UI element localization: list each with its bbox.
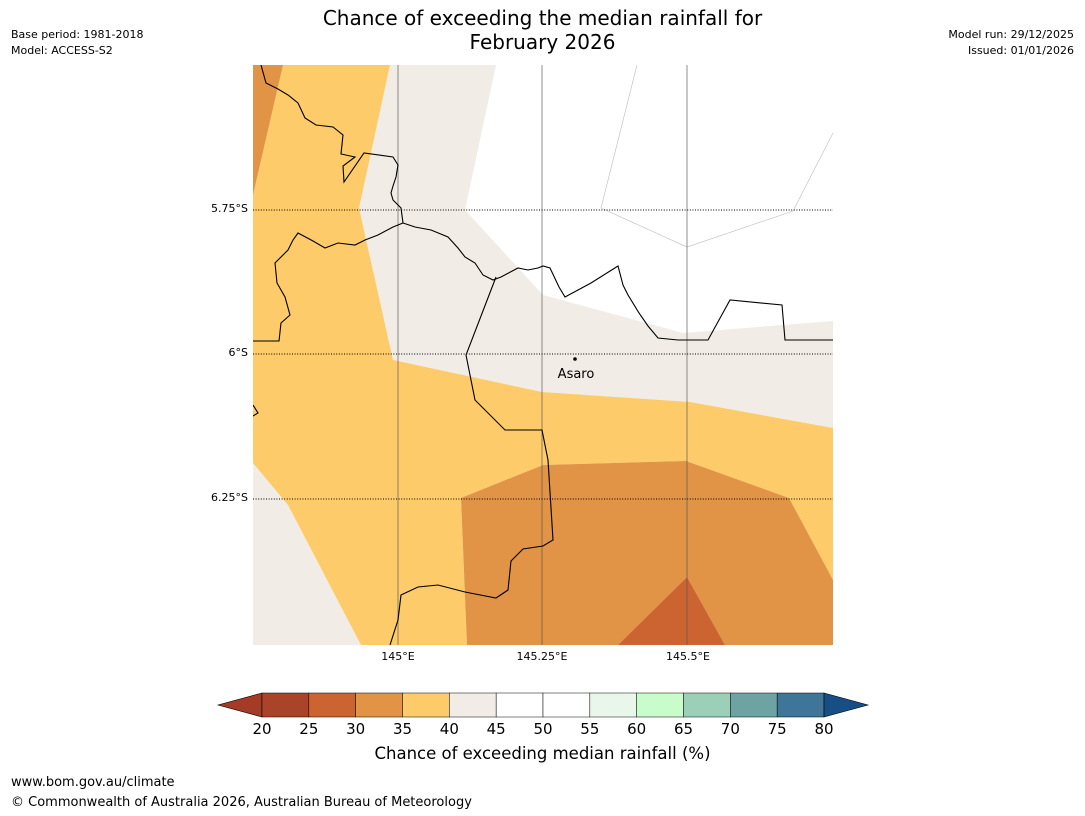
- colorbar-tick-label: 45: [486, 720, 506, 738]
- colorbar-tick-label: 25: [299, 720, 319, 738]
- model-name: Model: ACCESS-S2: [11, 44, 113, 57]
- colorbar-cell: [402, 692, 450, 718]
- colorbar-cell: [776, 692, 825, 718]
- colorbar-tick-label: 35: [392, 720, 413, 738]
- colorbar-tick-label: 75: [767, 720, 787, 738]
- colorbar-low-extension: [216, 692, 263, 718]
- boundary-ridge: [402, 222, 833, 341]
- boundary-central: [253, 222, 404, 342]
- colorbar-label: Chance of exceeding median rainfall (%): [374, 744, 711, 763]
- boundary-south: [389, 276, 554, 645]
- zone-30-35: [461, 461, 833, 645]
- colorbar-tick-label: 65: [673, 720, 694, 738]
- colorbar-cell: [589, 692, 637, 718]
- colorbar-cell: [542, 692, 591, 718]
- footer-copyright: © Commonwealth of Australia 2026, Austra…: [11, 795, 472, 810]
- base-period: Base period: 1981-2018: [11, 28, 144, 41]
- rainfall-map: Asaro: [253, 65, 833, 645]
- meta-left: Base period: 1981-2018 Model: ACCESS-S2: [11, 27, 143, 59]
- colorbar-cell: [261, 692, 310, 718]
- colorbar-tick-label: 80: [814, 720, 834, 738]
- boundary-west: [260, 65, 404, 224]
- colorbar-cell: [449, 692, 497, 718]
- colorbar-cell: [495, 692, 544, 718]
- map-title: Chance of exceeding the median rainfall …: [0, 6, 1085, 54]
- colorbar: [216, 692, 870, 718]
- title-line-2: February 2026: [469, 30, 616, 54]
- colorbar-cell: [355, 692, 403, 718]
- lat-label-6-25: 6.25°S: [211, 491, 248, 504]
- title-line-1: Chance of exceeding the median rainfall …: [322, 6, 763, 30]
- colorbar-high-extension: [823, 692, 870, 718]
- lon-label-145: 145°E: [381, 650, 415, 663]
- asaro-label: Asaro: [558, 367, 595, 382]
- colorbar-tick-label: 50: [533, 720, 553, 738]
- zone-40-45-north: [359, 65, 833, 428]
- asaro-marker: [573, 357, 577, 361]
- colorbar-cell: [730, 692, 778, 718]
- footer-url: www.bom.gov.au/climate: [11, 775, 175, 790]
- model-run: Model run: 29/12/2025: [948, 28, 1074, 41]
- parallels: [253, 209, 833, 500]
- colorbar-cell: [308, 692, 356, 718]
- zone-25-30: [618, 577, 725, 645]
- lon-label-145-25: 145.25°E: [516, 650, 568, 663]
- lat-label-6: 6°S: [228, 346, 248, 359]
- colorbar-cells: [261, 692, 825, 718]
- colorbar-tick-label: 30: [346, 720, 366, 738]
- lat-label-5-75: 5.75°S: [211, 202, 248, 215]
- boundary-edge: [253, 404, 259, 417]
- lon-label-145-5: 145.5°E: [666, 650, 710, 663]
- meta-right: Model run: 29/12/2025 Issued: 01/01/2026: [948, 27, 1074, 59]
- colorbar-tick-label: 60: [627, 720, 647, 738]
- colorbar-cell: [683, 692, 731, 718]
- issued-date: Issued: 01/01/2026: [967, 44, 1074, 57]
- colorbar-cell: [636, 692, 684, 718]
- province-boundaries: [253, 65, 833, 645]
- graticule: [397, 65, 688, 645]
- colorbar-tick-label: 40: [439, 720, 459, 738]
- zone-30-35-northwest: [253, 65, 283, 195]
- zone-40-45-southwest: [253, 463, 361, 645]
- colorbar-tick-label: 55: [580, 720, 600, 738]
- colorbar-tick-label: 20: [252, 720, 272, 738]
- colorbar-tick-label: 70: [720, 720, 740, 738]
